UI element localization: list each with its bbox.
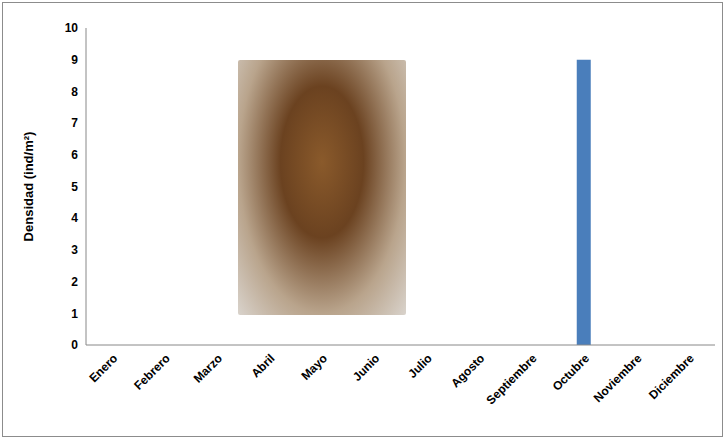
svg-text:8: 8	[71, 85, 78, 99]
svg-text:3: 3	[71, 243, 78, 257]
svg-text:Febrero: Febrero	[131, 351, 172, 392]
svg-text:4: 4	[71, 211, 78, 225]
svg-text:7: 7	[71, 116, 78, 130]
svg-text:Diciembre: Diciembre	[646, 351, 697, 402]
svg-text:Noviembre: Noviembre	[591, 351, 645, 405]
svg-text:0: 0	[71, 338, 78, 352]
svg-text:Marzo: Marzo	[191, 351, 225, 385]
svg-text:Octubre: Octubre	[550, 351, 593, 394]
svg-text:Julio: Julio	[405, 351, 435, 381]
svg-text:6: 6	[71, 148, 78, 162]
svg-text:Septiembre: Septiembre	[484, 351, 540, 407]
svg-text:9: 9	[71, 53, 78, 67]
svg-text:2: 2	[71, 275, 78, 289]
svg-text:Densidad (ind/m²): Densidad (ind/m²)	[21, 132, 36, 242]
svg-text:5: 5	[71, 180, 78, 194]
svg-text:Agosto: Agosto	[448, 351, 487, 390]
svg-text:Mayo: Mayo	[298, 351, 330, 383]
svg-text:1: 1	[71, 307, 78, 321]
svg-text:10: 10	[65, 21, 79, 35]
svg-text:Enero: Enero	[86, 351, 120, 385]
svg-text:Abril: Abril	[248, 351, 277, 380]
svg-text:Junio: Junio	[350, 351, 383, 384]
